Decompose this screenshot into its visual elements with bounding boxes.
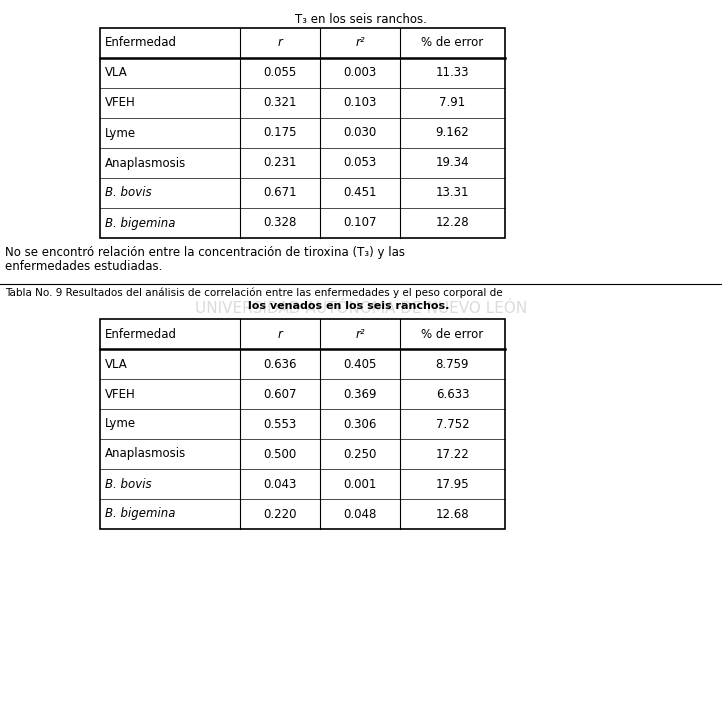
Text: Enfermedad: Enfermedad <box>105 37 177 49</box>
Text: Tabla No. 9 Resultados del análisis de correlación entre las enfermedades y el p: Tabla No. 9 Resultados del análisis de c… <box>5 288 503 298</box>
Bar <box>100 319 505 529</box>
Text: VLA: VLA <box>105 66 128 80</box>
Text: B. bigemina: B. bigemina <box>105 508 175 520</box>
Text: 0.671: 0.671 <box>264 187 297 199</box>
Text: 12.68: 12.68 <box>435 508 469 520</box>
Text: r²: r² <box>355 37 365 49</box>
Text: 19.34: 19.34 <box>435 156 469 170</box>
Text: 0.607: 0.607 <box>264 387 297 401</box>
Text: 0.043: 0.043 <box>264 477 297 491</box>
Text: DIRECCIÓN GENERAL DE BIBLIOTECAS: DIRECCIÓN GENERAL DE BIBLIOTECAS <box>115 351 381 365</box>
Text: Anaplasmosis: Anaplasmosis <box>105 156 186 170</box>
Text: 7.91: 7.91 <box>440 96 466 110</box>
Text: Enfermedad: Enfermedad <box>105 327 177 341</box>
Text: 0.328: 0.328 <box>264 217 297 230</box>
Text: 17.22: 17.22 <box>435 448 469 460</box>
Text: enfermedades estudiadas.: enfermedades estudiadas. <box>5 260 162 273</box>
Text: 0.055: 0.055 <box>264 66 297 80</box>
Text: los venados en los seis ranchos.: los venados en los seis ranchos. <box>248 301 449 311</box>
Text: 6.633: 6.633 <box>436 387 469 401</box>
Text: 0.048: 0.048 <box>344 508 377 520</box>
Text: VFEH: VFEH <box>105 96 136 110</box>
Text: 0.250: 0.250 <box>344 448 377 460</box>
Text: 0.500: 0.500 <box>264 448 297 460</box>
Text: 9.162: 9.162 <box>435 127 469 139</box>
Text: T₃ en los seis ranchos.: T₃ en los seis ranchos. <box>295 13 427 26</box>
Text: 11.33: 11.33 <box>436 66 469 80</box>
Text: 0.220: 0.220 <box>264 508 297 520</box>
Text: r²: r² <box>355 327 365 341</box>
Text: 0.321: 0.321 <box>264 96 297 110</box>
Text: B. bigemina: B. bigemina <box>105 217 175 230</box>
Text: r: r <box>277 327 282 341</box>
Text: 0.369: 0.369 <box>343 387 377 401</box>
Text: Anaplasmosis: Anaplasmosis <box>105 448 186 460</box>
Text: 0.405: 0.405 <box>344 358 377 370</box>
Text: UNIVERSIDAD AUTÓNOMA DE NUEVO LEÓN: UNIVERSIDAD AUTÓNOMA DE NUEVO LEÓN <box>195 301 527 316</box>
Text: 17.95: 17.95 <box>435 477 469 491</box>
Text: 0.175: 0.175 <box>264 127 297 139</box>
Text: % de error: % de error <box>422 37 484 49</box>
Text: 0.636: 0.636 <box>264 358 297 370</box>
Text: Lyme: Lyme <box>105 127 136 139</box>
Text: 0.107: 0.107 <box>343 217 377 230</box>
Text: VLA: VLA <box>105 358 128 370</box>
Text: VFEH: VFEH <box>105 387 136 401</box>
Text: 0.001: 0.001 <box>344 477 377 491</box>
Text: 13.31: 13.31 <box>436 187 469 199</box>
Text: No se encontró relación entre la concentración de tiroxina (T₃) y las: No se encontró relación entre la concent… <box>5 246 405 259</box>
Text: 0.053: 0.053 <box>344 156 377 170</box>
Text: r: r <box>277 37 282 49</box>
Text: 0.030: 0.030 <box>344 127 377 139</box>
Text: 0.553: 0.553 <box>264 417 297 431</box>
Text: 0.306: 0.306 <box>344 417 377 431</box>
Text: B. bovis: B. bovis <box>105 187 152 199</box>
Text: 8.759: 8.759 <box>436 358 469 370</box>
Text: 12.28: 12.28 <box>435 217 469 230</box>
Text: 0.231: 0.231 <box>264 156 297 170</box>
Text: % de error: % de error <box>422 327 484 341</box>
Text: 0.451: 0.451 <box>343 187 377 199</box>
Text: Lyme: Lyme <box>105 417 136 431</box>
Bar <box>100 28 505 238</box>
Text: 0.103: 0.103 <box>344 96 377 110</box>
Text: 0.003: 0.003 <box>344 66 377 80</box>
Text: 7.752: 7.752 <box>435 417 469 431</box>
Text: B. bovis: B. bovis <box>105 477 152 491</box>
